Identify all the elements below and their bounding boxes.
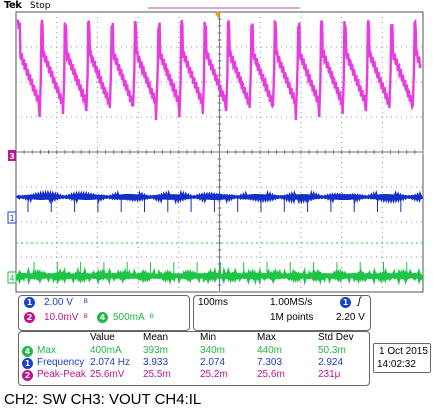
ch3-marker-label: 3: [9, 152, 15, 161]
ch4-scale[interactable]: 500mA: [113, 312, 145, 323]
trigger-position-marker: [215, 13, 221, 18]
measurement-name: Max: [37, 345, 56, 356]
ch1-bw-icon: ᴮ: [84, 297, 88, 307]
measurement-header: Min: [200, 332, 217, 343]
ch1-level-marker: 1: [7, 211, 17, 224]
measurement-value: 340m: [200, 345, 226, 356]
measurement-value: 393m: [143, 345, 169, 356]
trigger-level[interactable]: 2.20 V: [336, 312, 365, 323]
measurement-value: 2.074 Hz: [90, 357, 131, 368]
measurement-value: 2.074: [200, 357, 226, 368]
ch2-bw-icon: ᴮ: [84, 312, 88, 322]
measurement-header: Max: [257, 332, 276, 343]
ch4-level-marker: 4: [7, 271, 17, 284]
measurement-panel: [18, 331, 370, 386]
measurement-value: 3.933: [143, 357, 169, 368]
measurement-header: Std Dev: [318, 332, 354, 343]
figure-caption: CH2: SW CH3: VOUT CH4:IL: [4, 391, 202, 408]
measurement-name: Frequency: [37, 357, 85, 368]
ch3-level-marker: 3: [8, 150, 16, 161]
ch4-il-trace: [15, 266, 424, 286]
ch2-sw-trace: [16, 18, 422, 121]
sample-rate: 1.00MS/s: [270, 297, 313, 308]
measurement-value: 400mA: [90, 345, 122, 356]
ch3-vout-trace: [15, 189, 424, 205]
measurement-name: Peak-Peak: [37, 369, 86, 380]
measurement-channel-badge[interactable]: 4: [22, 346, 33, 357]
measurement-value: 231μ: [318, 369, 341, 380]
trigger-slope-icon: ʃ: [358, 296, 361, 307]
measurement-value: 25.6m: [257, 369, 285, 380]
measurement-channel-badge[interactable]: 2: [22, 370, 33, 381]
measurement-value: 25.2m: [200, 369, 228, 380]
measurement-value: 440m: [257, 345, 283, 356]
datetime-panel: [373, 343, 431, 373]
brand-logo: Tek: [4, 0, 22, 11]
measurement-header: Mean: [143, 332, 169, 343]
ch2-badge[interactable]: 2: [24, 312, 35, 323]
measurement-header: Value: [90, 332, 115, 343]
waveform-traces: [15, 18, 424, 286]
measurement-value: 50.3m: [318, 345, 346, 356]
ch1-badge[interactable]: 1: [24, 297, 35, 308]
time-per-div[interactable]: 100ms: [198, 297, 229, 308]
date-label: 1 Oct 2015: [379, 346, 428, 357]
time-label: 14:02:32: [377, 359, 416, 370]
record-length: 1M points: [270, 312, 314, 323]
status-bar: [0, 0, 433, 14]
measurement-value: 25.5m: [143, 369, 171, 380]
ch1-marker-label: 1: [9, 214, 14, 223]
scope-display: 3 1 4: [7, 7, 424, 293]
ch4-badge[interactable]: 4: [97, 312, 108, 323]
run-state-label: Stop: [30, 1, 51, 11]
measurement-value: 7.303: [257, 357, 283, 368]
measurement-value: 25.6mV: [90, 369, 125, 380]
ch2-scale[interactable]: 10.0mV: [44, 312, 79, 323]
ch4-marker-label: 4: [9, 274, 14, 283]
ch4-bw-icon: ᴮ: [150, 312, 154, 322]
measurement-value: 2.924: [318, 357, 344, 368]
ch1-scale[interactable]: 2.00 V: [44, 297, 73, 308]
measurement-channel-badge[interactable]: 1: [22, 358, 33, 369]
trigger-source-badge[interactable]: 1: [340, 297, 351, 308]
